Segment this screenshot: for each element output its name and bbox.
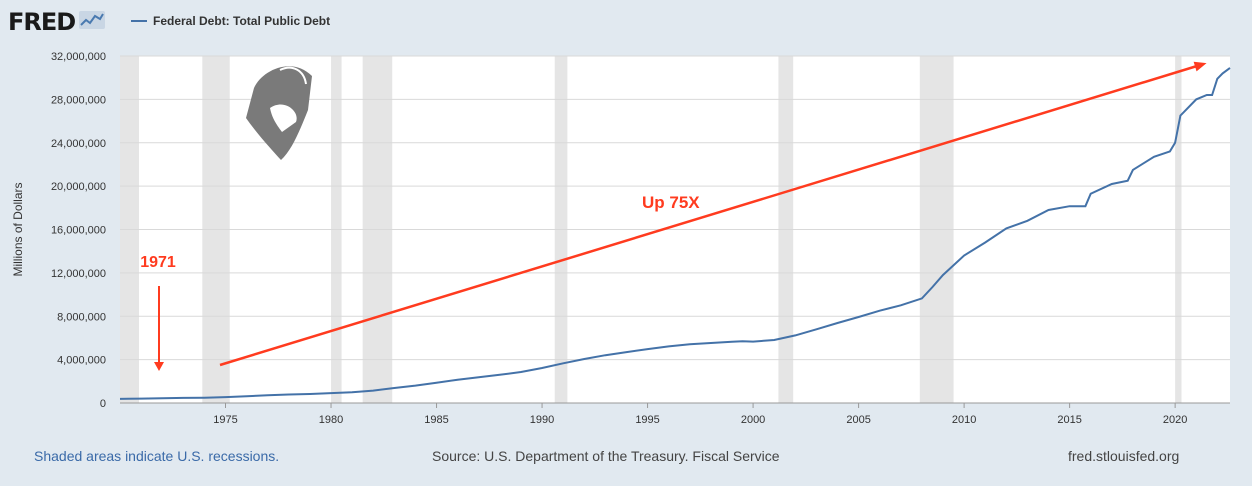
y-tick-label: 8,000,000 xyxy=(57,311,106,323)
y-tick-label: 4,000,000 xyxy=(57,355,106,367)
source-note: Source: U.S. Department of the Treasury.… xyxy=(432,448,780,464)
y-tick-label: 12,000,000 xyxy=(51,268,106,280)
recession-note[interactable]: Shaded areas indicate U.S. recessions. xyxy=(34,448,280,464)
annotation-1971-arrowhead xyxy=(154,362,164,371)
y-tick-label: 0 xyxy=(100,398,106,410)
x-tick-label: 1975 xyxy=(213,414,237,426)
annotation-trend-arrow xyxy=(219,64,1198,367)
chart-legend: Federal Debt: Total Public Debt xyxy=(131,14,330,28)
x-tick-label: 2000 xyxy=(741,414,765,426)
logo-text: FRED xyxy=(8,8,76,36)
y-tick-label: 20,000,000 xyxy=(51,181,106,193)
gorilla-logo-face xyxy=(270,104,297,132)
x-tick-label: 1985 xyxy=(424,414,448,426)
legend-swatch xyxy=(131,20,147,22)
x-tick-label: 2005 xyxy=(846,414,870,426)
annotation-1971: 1971 xyxy=(140,254,176,271)
x-tick-label: 2020 xyxy=(1163,414,1187,426)
fred-chart-icon xyxy=(79,10,106,34)
x-tick-label: 2015 xyxy=(1057,414,1081,426)
legend-label: Federal Debt: Total Public Debt xyxy=(153,14,331,28)
y-axis: 0 4,000,000 8,000,000 12,000,000 16,000,000 2… xyxy=(51,51,106,410)
annotation-growth-label: Up 75X xyxy=(642,193,700,212)
gorilla-logo-icon xyxy=(246,66,312,160)
annotation-trend-arrowhead xyxy=(1193,61,1207,72)
y-tick-label: 32,000,000 xyxy=(51,51,106,63)
x-tick-label: 1980 xyxy=(319,414,343,426)
y-axis-label: Millions of Dollars xyxy=(11,182,25,276)
fred-logo[interactable]: FRED xyxy=(8,8,106,36)
site-link[interactable]: fred.stlouisfed.org xyxy=(1068,448,1180,464)
x-tick-label: 1990 xyxy=(530,414,554,426)
y-tick-label: 16,000,000 xyxy=(51,225,106,237)
x-tick-label: 1995 xyxy=(635,414,659,426)
chart-area: 0 4,000,000 8,000,000 12,000,000 16,000,000 2… xyxy=(11,51,1231,426)
y-tick-label: 28,000,000 xyxy=(51,94,106,106)
gorilla-logo-brow xyxy=(279,66,307,85)
x-axis: 1975 1980 1985 1990 1995 2000 2005 2010 2015 2020 xyxy=(120,402,1230,426)
chart-footer: Shaded areas indicate U.S. recessions. S… xyxy=(0,444,1252,474)
series-line xyxy=(119,67,1231,400)
x-tick-label: 2010 xyxy=(952,414,976,426)
chart-header: FRED Federal Debt: Total Public Debt xyxy=(0,0,1252,44)
y-tick-label: 24,000,000 xyxy=(51,138,106,150)
annotations: 1971 Up 75X xyxy=(140,61,1207,371)
